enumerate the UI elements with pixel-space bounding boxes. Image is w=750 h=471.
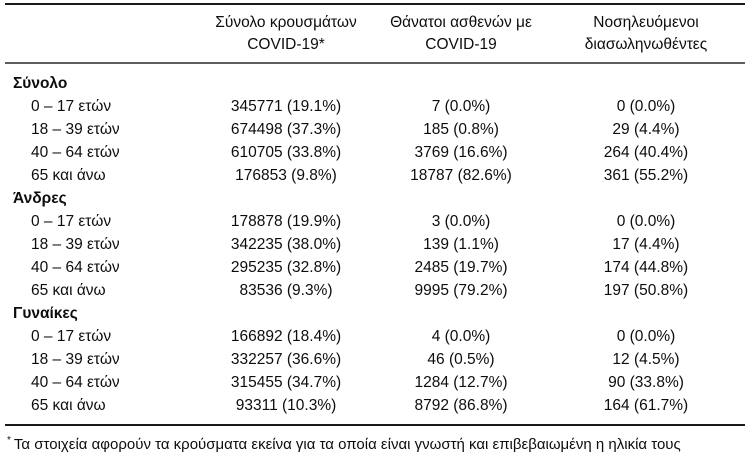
- column-header-cases-line1: Σύνολο κρουσμάτων: [215, 14, 357, 31]
- cases-cell: 345771 (19.1%): [230, 97, 342, 115]
- column-header-cases: Σύνολο κρουσμάτων COVID-19*: [201, 12, 371, 56]
- deaths-cell: 185 (0.8%): [423, 120, 499, 138]
- intubated-cell: 90 (33.8%): [608, 373, 684, 391]
- age-group-label: 0 – 17 ετών: [31, 327, 112, 345]
- intubated-cell: 164 (61.7%): [603, 396, 689, 414]
- age-group-label: 0 – 17 ετών: [31, 212, 112, 230]
- deaths-cell: 9995 (79.2%): [414, 281, 508, 299]
- age-group-label: 65 και άνω: [31, 396, 106, 414]
- cases-cell: 674498 (37.3%): [230, 120, 342, 138]
- deaths-cell: 3 (0.0%): [431, 212, 491, 230]
- cases-cell: 176853 (9.8%): [235, 166, 337, 184]
- footnote-marker: *: [7, 435, 11, 446]
- section-header-women: Γυναίκες: [5, 302, 745, 325]
- cases-cell: 315455 (34.7%): [230, 373, 342, 391]
- header-spacer: [5, 12, 201, 56]
- table-body: Σύνολο 0 – 17 ετών 345771 (19.1%) 7 (0.0…: [5, 64, 745, 417]
- age-group-label: 40 – 64 ετών: [31, 143, 120, 161]
- deaths-cell: 8792 (86.8%): [414, 396, 508, 414]
- column-header-cases-line2: COVID-19*: [247, 36, 325, 53]
- section-header-total: Σύνολο: [5, 72, 745, 95]
- table-row: 0 – 17 ετών 345771 (19.1%) 7 (0.0%) 0 (0…: [5, 95, 745, 118]
- age-group-label: 18 – 39 ετών: [31, 120, 120, 138]
- deaths-cell: 7 (0.0%): [431, 97, 491, 115]
- table-row: 40 – 64 ετών 295235 (32.8%) 2485 (19.7%)…: [5, 256, 745, 279]
- cases-cell: 610705 (33.8%): [230, 143, 342, 161]
- table-row: 65 και άνω 176853 (9.8%) 18787 (82.6%) 3…: [5, 164, 745, 187]
- column-header-deaths: Θάνατοι ασθενών με COVID-19: [371, 12, 551, 56]
- age-group-label: 65 και άνω: [31, 281, 106, 299]
- deaths-cell: 18787 (82.6%): [410, 166, 512, 184]
- table-row: 18 – 39 ετών 332257 (36.6%) 46 (0.5%) 12…: [5, 348, 745, 371]
- deaths-cell: 3769 (16.6%): [414, 143, 508, 161]
- deaths-cell: 2485 (19.7%): [414, 258, 508, 276]
- section-header-men: Άνδρες: [5, 187, 745, 210]
- table-row: 0 – 17 ετών 178878 (19.9%) 3 (0.0%) 0 (0…: [5, 210, 745, 233]
- table-header-row: Σύνολο κρουσμάτων COVID-19* Θάνατοι ασθε…: [5, 3, 745, 64]
- intubated-cell: 264 (40.4%): [603, 143, 689, 161]
- column-header-intubated-line2: διασωληνωθέντες: [584, 36, 708, 53]
- footnote-text: Τα στοιχεία αφορούν τα κρούσματα εκείνα …: [13, 436, 681, 453]
- table-row: 18 – 39 ετών 674498 (37.3%) 185 (0.8%) 2…: [5, 118, 745, 141]
- deaths-cell: 1284 (12.7%): [414, 373, 508, 391]
- cases-cell: 332257 (36.6%): [230, 350, 342, 368]
- table-row: 65 και άνω 83536 (9.3%) 9995 (79.2%) 197…: [5, 279, 745, 302]
- intubated-cell: 361 (55.2%): [603, 166, 689, 184]
- table-row: 18 – 39 ετών 342235 (38.0%) 139 (1.1%) 1…: [5, 233, 745, 256]
- cases-cell: 93311 (10.3%): [235, 396, 337, 414]
- section-label: Σύνολο: [13, 74, 68, 92]
- table-row: 0 – 17 ετών 166892 (18.4%) 4 (0.0%) 0 (0…: [5, 325, 745, 348]
- table-row: 65 και άνω 93311 (10.3%) 8792 (86.8%) 16…: [5, 394, 745, 417]
- intubated-cell: 12 (4.5%): [612, 350, 680, 368]
- section-label: Γυναίκες: [13, 304, 78, 322]
- footnote: * Τα στοιχεία αφορούν τα κρούσματα εκείνα…: [5, 424, 745, 454]
- table-row: 40 – 64 ετών 315455 (34.7%) 1284 (12.7%)…: [5, 371, 745, 394]
- cases-cell: 178878 (19.9%): [230, 212, 342, 230]
- age-group-label: 18 – 39 ετών: [31, 350, 120, 368]
- column-header-deaths-line1: Θάνατοι ασθενών με: [390, 14, 532, 31]
- age-group-label: 0 – 17 ετών: [31, 97, 112, 115]
- cases-cell: 295235 (32.8%): [230, 258, 342, 276]
- intubated-cell: 0 (0.0%): [616, 212, 676, 230]
- cases-cell: 342235 (38.0%): [230, 235, 342, 253]
- table-row: 40 – 64 ετών 610705 (33.8%) 3769 (16.6%)…: [5, 141, 745, 164]
- age-group-label: 65 και άνω: [31, 166, 106, 184]
- cases-cell: 166892 (18.4%): [230, 327, 342, 345]
- section-label: Άνδρες: [13, 189, 67, 207]
- intubated-cell: 29 (4.4%): [612, 120, 680, 138]
- age-group-label: 40 – 64 ετών: [31, 373, 120, 391]
- column-header-intubated-line1: Νοσηλευόμενοι: [593, 14, 699, 31]
- intubated-cell: 0 (0.0%): [616, 97, 676, 115]
- column-header-deaths-line2: COVID-19: [425, 36, 497, 53]
- deaths-cell: 46 (0.5%): [427, 350, 495, 368]
- age-group-label: 18 – 39 ετών: [31, 235, 120, 253]
- age-group-label: 40 – 64 ετών: [31, 258, 120, 276]
- column-header-intubated: Νοσηλευόμενοι διασωληνωθέντες: [551, 12, 741, 56]
- deaths-cell: 4 (0.0%): [431, 327, 491, 345]
- intubated-cell: 174 (44.8%): [603, 258, 689, 276]
- intubated-cell: 197 (50.8%): [603, 281, 689, 299]
- cases-cell: 83536 (9.3%): [239, 281, 333, 299]
- deaths-cell: 139 (1.1%): [423, 235, 499, 253]
- intubated-cell: 0 (0.0%): [616, 327, 676, 345]
- intubated-cell: 17 (4.4%): [612, 235, 680, 253]
